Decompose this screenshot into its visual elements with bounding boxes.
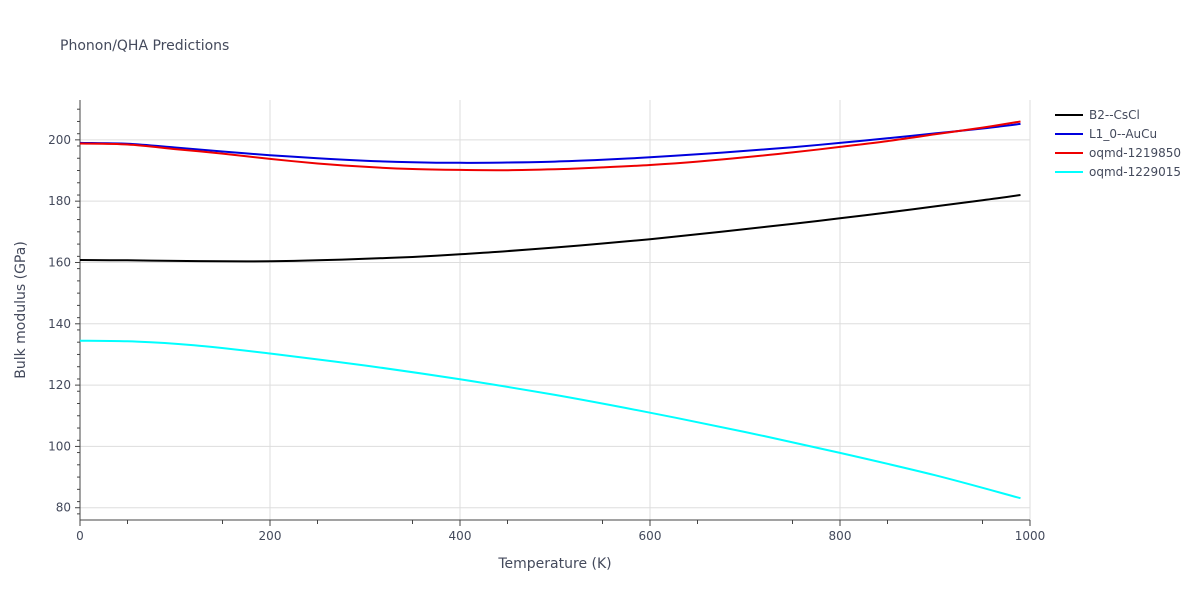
legend-label: B2--CsCl bbox=[1089, 108, 1140, 122]
y-tick-label: 120 bbox=[48, 378, 71, 392]
legend-label: L1_0--AuCu bbox=[1089, 127, 1157, 141]
series-line-oqmd-1229015[interactable] bbox=[79, 339, 1021, 500]
grid bbox=[80, 100, 1031, 520]
tick-labels: 0 200 400 600 800 1000 80 100 120 140 160 180 200 bbox=[48, 108, 1046, 543]
y-tick-label: 80 bbox=[56, 501, 71, 515]
legend-item[interactable]: oqmd-1219850 bbox=[1055, 146, 1181, 160]
legend-label: oqmd-1219850 bbox=[1089, 146, 1181, 160]
x-tick-label: 400 bbox=[449, 529, 472, 543]
y-axis-title: Bulk modulus (GPa) bbox=[13, 241, 29, 379]
y-tick-label: 100 bbox=[48, 439, 71, 453]
x-tick-label: 0 bbox=[76, 529, 84, 543]
x-axis-title: Temperature (K) bbox=[497, 556, 611, 572]
legend-item[interactable]: oqmd-1229015 bbox=[1055, 165, 1181, 179]
plot-area[interactable] bbox=[79, 120, 1021, 500]
y-tick-label: 180 bbox=[48, 194, 71, 208]
legend-label: oqmd-1229015 bbox=[1089, 165, 1181, 179]
series-line-oqmd-1219850[interactable] bbox=[79, 120, 1021, 172]
legend-item[interactable]: L1_0--AuCu bbox=[1055, 127, 1157, 141]
x-tick-label: 600 bbox=[639, 529, 662, 543]
series-line-b2-cscl[interactable] bbox=[79, 194, 1021, 263]
x-tick-label: 800 bbox=[829, 529, 852, 543]
chart-title: Phonon/QHA Predictions bbox=[60, 38, 229, 54]
x-tick-label: 200 bbox=[259, 529, 282, 543]
y-tick-label: 140 bbox=[48, 317, 71, 331]
series-line-l1-0-aucu[interactable] bbox=[79, 122, 1021, 164]
x-tick-label: 1000 bbox=[1015, 529, 1046, 543]
axes bbox=[79, 100, 1030, 521]
y-tick-label: 160 bbox=[48, 255, 71, 269]
legend[interactable]: B2--CsCl L1_0--AuCu oqmd-1219850 oqmd-12290… bbox=[1055, 108, 1181, 179]
legend-item[interactable]: B2--CsCl bbox=[1055, 108, 1140, 122]
y-tick-label: 200 bbox=[48, 133, 71, 147]
